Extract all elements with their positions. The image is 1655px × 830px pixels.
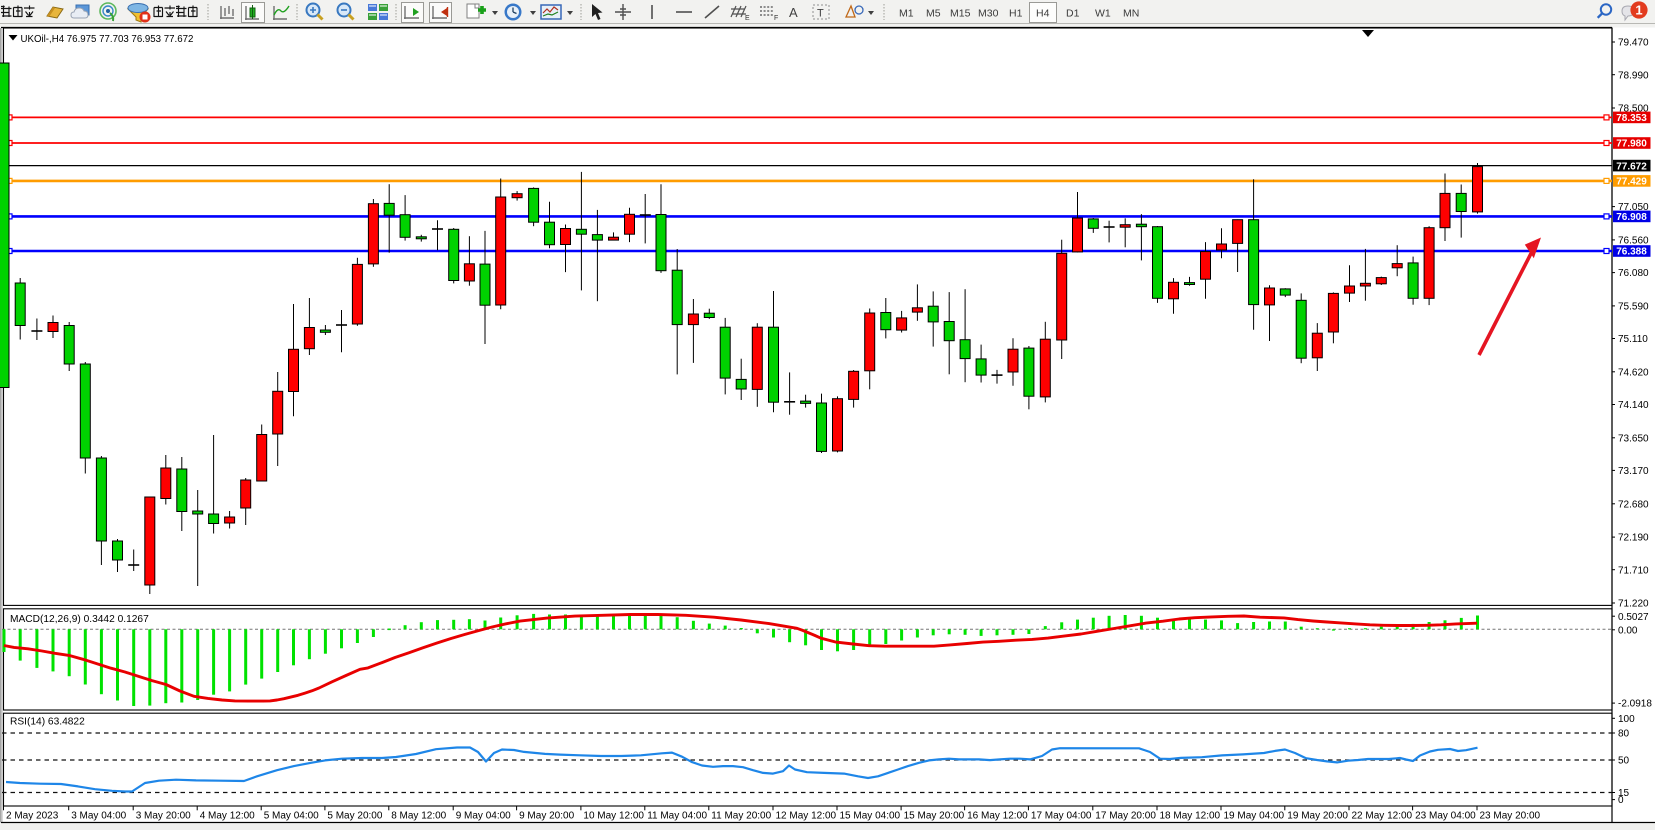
svg-text:9 May 20:00: 9 May 20:00 <box>519 811 574 822</box>
svg-text:77.980: 77.980 <box>1616 139 1647 150</box>
svg-text:10 May 12:00: 10 May 12:00 <box>583 811 644 822</box>
svg-text:100: 100 <box>1618 714 1635 725</box>
svg-text:78.353: 78.353 <box>1616 113 1647 124</box>
svg-text:8 May 12:00: 8 May 12:00 <box>391 811 446 822</box>
svg-text:80: 80 <box>1618 729 1630 740</box>
svg-text:5 May 20:00: 5 May 20:00 <box>327 811 382 822</box>
svg-text:H4: H4 <box>1036 8 1050 20</box>
svg-text:18 May 12:00: 18 May 12:00 <box>1160 811 1221 822</box>
svg-text:H1: H1 <box>1009 8 1023 20</box>
svg-text:-2.0918: -2.0918 <box>1618 699 1652 710</box>
svg-text:76.080: 76.080 <box>1618 268 1649 279</box>
svg-text:76.388: 76.388 <box>1616 247 1647 258</box>
svg-text:75.110: 75.110 <box>1618 334 1648 345</box>
svg-text:UKOil-,H4 76.975 77.703 76.95: UKOil-,H4 76.975 77.703 76.953 77.672 <box>21 34 194 45</box>
svg-text:23 May 20:00: 23 May 20:00 <box>1480 811 1541 822</box>
svg-text:17 May 04:00: 17 May 04:00 <box>1031 811 1092 822</box>
svg-text:77.050: 77.050 <box>1618 202 1649 213</box>
svg-text:22 May 12:00: 22 May 12:00 <box>1352 811 1413 822</box>
svg-text:76.560: 76.560 <box>1618 236 1649 247</box>
svg-text:0.00: 0.00 <box>1618 625 1638 636</box>
svg-text:74.620: 74.620 <box>1618 367 1649 378</box>
svg-text:3 May 04:00: 3 May 04:00 <box>71 811 126 822</box>
svg-text:12 May 12:00: 12 May 12:00 <box>776 811 837 822</box>
svg-text:M1: M1 <box>899 8 914 20</box>
svg-text:M5: M5 <box>926 8 941 20</box>
svg-text:2 May 2023: 2 May 2023 <box>6 811 59 822</box>
svg-text:E: E <box>745 15 750 22</box>
svg-text:4 May 12:00: 4 May 12:00 <box>200 811 255 822</box>
svg-text:RSI(14) 63.4822: RSI(14) 63.4822 <box>10 717 85 728</box>
svg-text:23 May 04:00: 23 May 04:00 <box>1415 811 1476 822</box>
svg-text:17 May 20:00: 17 May 20:00 <box>1095 811 1156 822</box>
svg-text:T: T <box>817 8 824 20</box>
svg-text:15 May 20:00: 15 May 20:00 <box>904 811 965 822</box>
svg-text:77.672: 77.672 <box>1616 161 1647 172</box>
svg-text:D1: D1 <box>1066 8 1080 20</box>
svg-text:73.650: 73.650 <box>1618 433 1649 444</box>
svg-text:MACD(12,26,9) 0.3442 0.1267: MACD(12,26,9) 0.3442 0.1267 <box>10 614 149 625</box>
svg-text:76.908: 76.908 <box>1616 212 1647 223</box>
svg-text:78.500: 78.500 <box>1618 104 1649 115</box>
svg-text:15 May 04:00: 15 May 04:00 <box>840 811 901 822</box>
svg-text:11 May 20:00: 11 May 20:00 <box>711 811 771 822</box>
svg-text:W1: W1 <box>1095 8 1111 20</box>
svg-text:0: 0 <box>1618 795 1624 806</box>
svg-text:1: 1 <box>1635 3 1642 18</box>
svg-text:M30: M30 <box>978 8 999 20</box>
svg-text:0.5027: 0.5027 <box>1618 612 1649 623</box>
svg-text:9 May 04:00: 9 May 04:00 <box>456 811 511 822</box>
svg-text:19 May 04:00: 19 May 04:00 <box>1224 811 1285 822</box>
svg-text:72.680: 72.680 <box>1618 499 1649 510</box>
svg-text:MN: MN <box>1123 8 1139 20</box>
svg-text:11 May 04:00: 11 May 04:00 <box>647 811 707 822</box>
svg-text:77.429: 77.429 <box>1616 177 1647 188</box>
svg-text:74.140: 74.140 <box>1618 400 1649 411</box>
svg-text:73.170: 73.170 <box>1618 466 1649 477</box>
svg-text:78.990: 78.990 <box>1618 70 1649 81</box>
svg-text:16 May 12:00: 16 May 12:00 <box>967 811 1028 822</box>
svg-text:79.470: 79.470 <box>1618 38 1649 49</box>
svg-text:19 May 20:00: 19 May 20:00 <box>1287 811 1348 822</box>
svg-text:5 May 04:00: 5 May 04:00 <box>264 811 319 822</box>
svg-text:75.590: 75.590 <box>1618 302 1649 313</box>
svg-text:72.190: 72.190 <box>1618 533 1649 544</box>
svg-text:M15: M15 <box>950 8 971 20</box>
svg-text:F: F <box>774 15 778 22</box>
svg-text:3 May 20:00: 3 May 20:00 <box>136 811 191 822</box>
svg-text:15: 15 <box>1618 788 1630 799</box>
svg-text:71.220: 71.220 <box>1618 599 1649 610</box>
svg-text:A: A <box>789 5 798 20</box>
svg-text:71.710: 71.710 <box>1618 565 1649 576</box>
svg-text:50: 50 <box>1618 756 1630 767</box>
